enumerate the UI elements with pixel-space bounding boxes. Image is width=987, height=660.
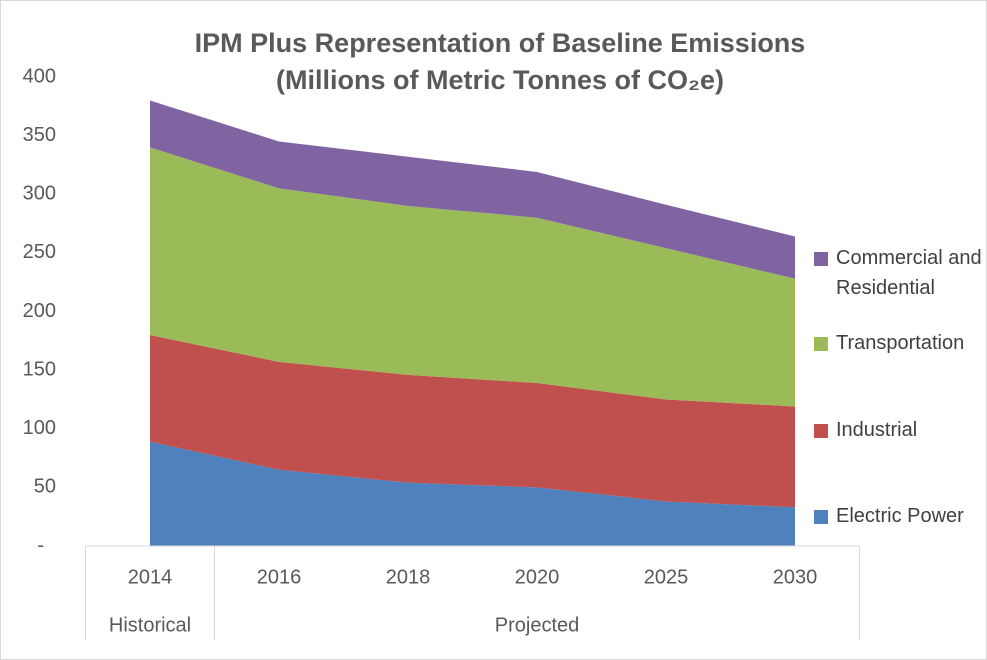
y-tick-label: 100 bbox=[23, 417, 56, 439]
y-tick-label: 150 bbox=[23, 358, 56, 380]
area bbox=[150, 441, 795, 546]
x-tick-label: 2018 bbox=[386, 566, 431, 588]
area bbox=[150, 147, 795, 407]
y-tick-label: - bbox=[37, 534, 44, 556]
y-tick-label: 250 bbox=[23, 241, 56, 263]
group-label: Projected bbox=[495, 614, 580, 636]
y-tick-label: 300 bbox=[23, 183, 56, 205]
legend-swatch bbox=[814, 510, 828, 524]
legend-label: Electric Power bbox=[836, 505, 964, 527]
x-tick-label: 2016 bbox=[257, 566, 302, 588]
legend-swatch bbox=[814, 337, 828, 351]
legend-label: Industrial bbox=[836, 419, 918, 441]
x-tick-label: 2030 bbox=[773, 566, 818, 588]
y-tick-label: 200 bbox=[23, 300, 56, 322]
y-tick-label: 400 bbox=[23, 65, 56, 87]
legend-swatch bbox=[814, 424, 828, 438]
x-tick-label: 2014 bbox=[128, 566, 173, 588]
chart-title: IPM Plus Representation of Baseline Emis… bbox=[195, 28, 806, 58]
x-tick-label: 2025 bbox=[644, 566, 689, 588]
group-label: Historical bbox=[109, 614, 191, 636]
area bbox=[150, 334, 795, 508]
x-tick-label: 2020 bbox=[515, 566, 560, 588]
chart-subtitle: (Millions of Metric Tonnes of CO₂e) bbox=[276, 65, 724, 95]
y-tick-label: 50 bbox=[34, 476, 56, 498]
y-tick-label: 350 bbox=[23, 124, 56, 146]
legend-label: Commercial and Residential bbox=[836, 247, 982, 299]
legend-label: Transportation bbox=[836, 332, 965, 354]
legend-swatch bbox=[814, 252, 828, 266]
area bbox=[150, 100, 795, 279]
